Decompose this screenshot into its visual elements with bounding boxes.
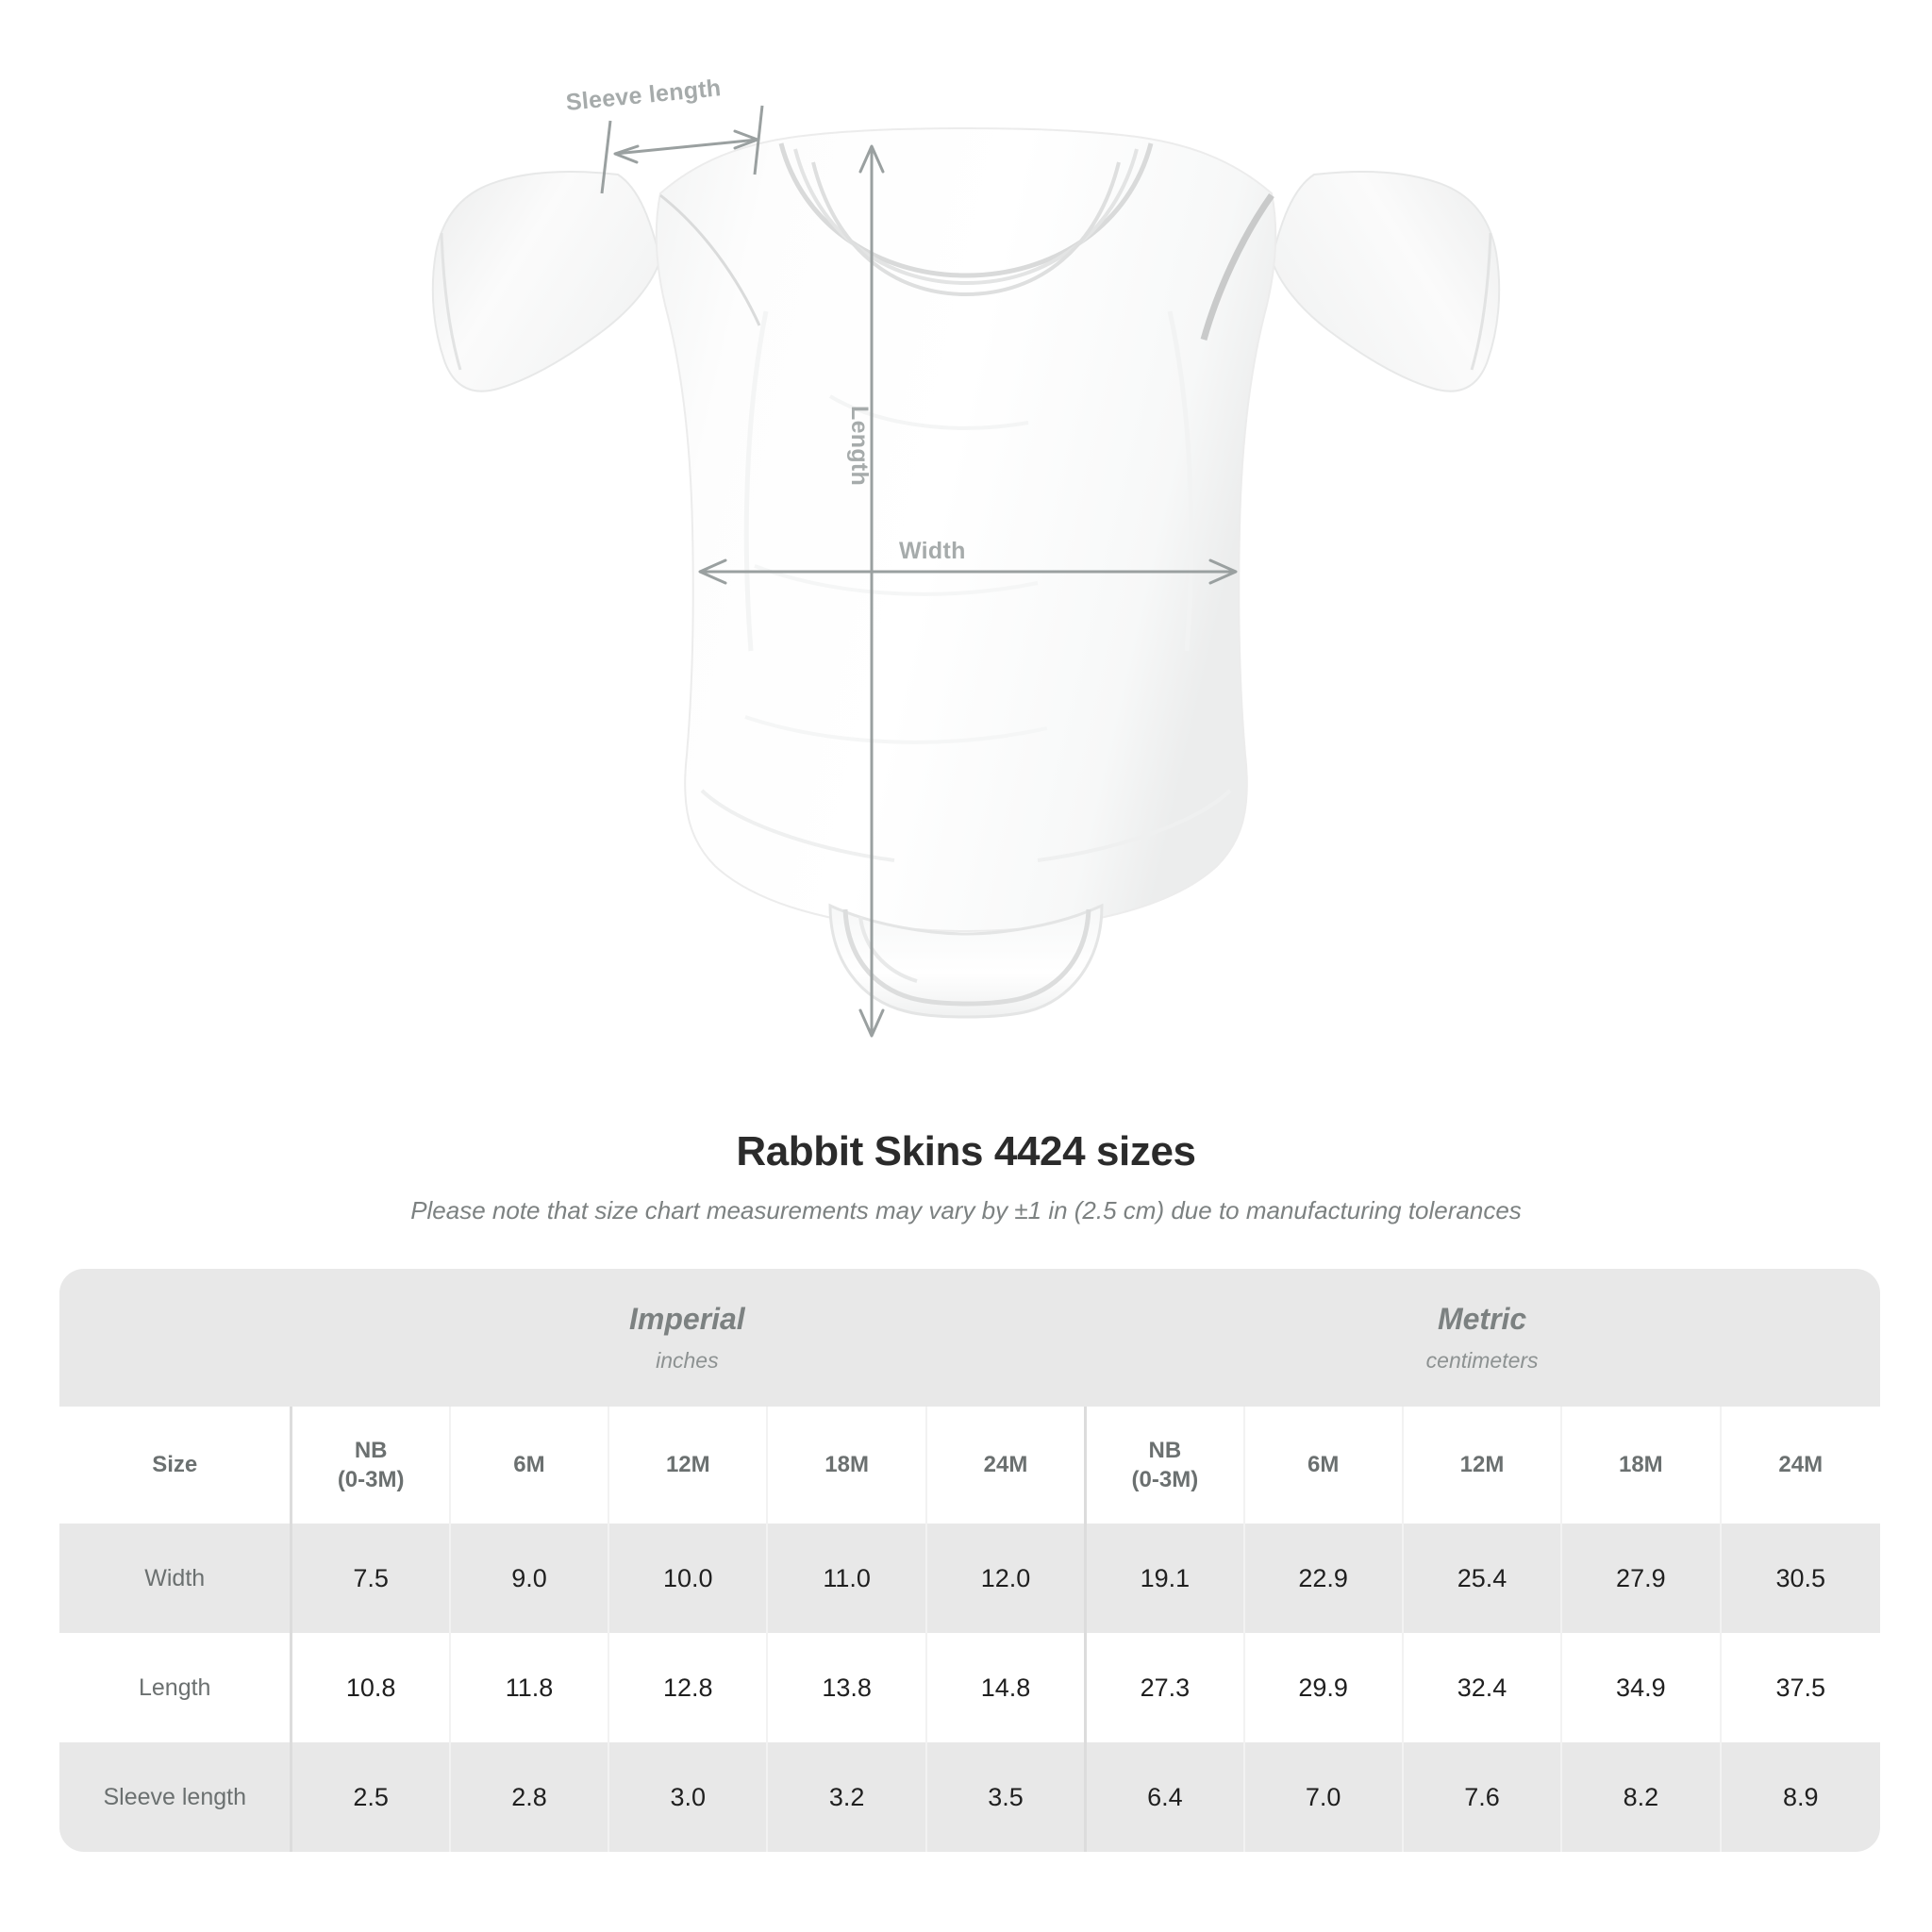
header-col-imperial-18m: 18M xyxy=(766,1407,925,1524)
cell-length-metric-24m: 37.5 xyxy=(1719,1633,1880,1742)
cell-sleeve-metric-24m: 8.9 xyxy=(1719,1742,1880,1852)
header-col-metric-24m: 24M xyxy=(1719,1407,1880,1524)
row-label-sleeve-length: Sleeve length xyxy=(59,1742,291,1852)
header-col-imperial-nb-line1: NB xyxy=(354,1437,388,1463)
header-col-imperial-nb-line2: (0-3M) xyxy=(337,1467,405,1492)
cell-sleeve-metric-nb: 6.4 xyxy=(1084,1742,1243,1852)
header-col-metric-12m: 12M xyxy=(1401,1407,1561,1524)
cell-width-metric-24m: 30.5 xyxy=(1719,1524,1880,1633)
cell-width-imperial-nb: 7.5 xyxy=(290,1524,449,1633)
row-label-length: Length xyxy=(59,1633,291,1742)
unit-row-spacer xyxy=(59,1269,291,1407)
cell-length-imperial-12m: 12.8 xyxy=(608,1633,767,1742)
header-size-label: Size xyxy=(59,1407,291,1524)
cell-width-imperial-24m: 12.0 xyxy=(924,1524,1085,1633)
header-col-metric-18m: 18M xyxy=(1560,1407,1720,1524)
unit-group-imperial-sub: inches xyxy=(656,1347,719,1373)
cell-sleeve-metric-12m: 7.6 xyxy=(1401,1742,1561,1852)
bodysuit-drawing xyxy=(431,105,1501,1038)
cell-sleeve-metric-18m: 8.2 xyxy=(1560,1742,1720,1852)
title-block: Rabbit Skins 4424 sizes Please note that… xyxy=(0,1128,1932,1225)
header-col-metric-nb: NB (0-3M) xyxy=(1084,1407,1243,1524)
header-col-metric-6m: 6M xyxy=(1242,1407,1402,1524)
header-col-metric-nb-line1: NB xyxy=(1148,1437,1182,1463)
page-title: Rabbit Skins 4424 sizes xyxy=(736,1128,1196,1174)
header-col-metric-nb-line2: (0-3M) xyxy=(1131,1467,1199,1492)
cell-sleeve-imperial-nb: 2.5 xyxy=(290,1742,449,1852)
unit-group-row: Imperial inches Metric centimeters xyxy=(59,1269,1880,1407)
unit-group-metric: Metric centimeters xyxy=(1084,1269,1880,1407)
cell-width-metric-18m: 27.9 xyxy=(1560,1524,1720,1633)
unit-group-metric-name: Metric xyxy=(1437,1302,1527,1337)
width-annotation-label: Width xyxy=(899,538,966,564)
header-col-imperial-6m: 6M xyxy=(448,1407,608,1524)
table-row: Length 10.8 11.8 12.8 13.8 14.8 27.3 29.… xyxy=(59,1633,1880,1742)
size-table: Imperial inches Metric centimeters Size … xyxy=(59,1269,1880,1852)
cell-sleeve-imperial-18m: 3.2 xyxy=(766,1742,925,1852)
cell-width-imperial-6m: 9.0 xyxy=(448,1524,608,1633)
tolerance-note: Please note that size chart measurements… xyxy=(410,1196,1522,1224)
cell-width-imperial-18m: 11.0 xyxy=(766,1524,925,1633)
header-col-imperial-nb: NB (0-3M) xyxy=(290,1407,449,1524)
table-row: Sleeve length 2.5 2.8 3.0 3.2 3.5 6.4 7.… xyxy=(59,1742,1880,1852)
cell-length-metric-12m: 32.4 xyxy=(1401,1633,1561,1742)
table-row: Width 7.5 9.0 10.0 11.0 12.0 19.1 22.9 2… xyxy=(59,1524,1880,1633)
cell-sleeve-imperial-24m: 3.5 xyxy=(924,1742,1085,1852)
cell-sleeve-imperial-6m: 2.8 xyxy=(448,1742,608,1852)
cell-sleeve-metric-6m: 7.0 xyxy=(1242,1742,1402,1852)
garment-illustration: Sleeve length Length Width xyxy=(431,75,1501,1038)
header-col-imperial-12m: 12M xyxy=(608,1407,767,1524)
unit-group-imperial: Imperial inches xyxy=(290,1269,1085,1407)
cell-length-imperial-18m: 13.8 xyxy=(766,1633,925,1742)
row-label-width: Width xyxy=(59,1524,291,1633)
dimension-lines xyxy=(600,105,1238,1038)
cell-sleeve-imperial-12m: 3.0 xyxy=(608,1742,767,1852)
cell-width-metric-12m: 25.4 xyxy=(1401,1524,1561,1633)
size-table-container: Imperial inches Metric centimeters Size … xyxy=(59,1269,1880,1852)
header-col-imperial-24m: 24M xyxy=(924,1407,1085,1524)
cell-length-imperial-24m: 14.8 xyxy=(924,1633,1085,1742)
cell-length-metric-18m: 34.9 xyxy=(1560,1633,1720,1742)
cell-width-imperial-12m: 10.0 xyxy=(608,1524,767,1633)
unit-group-imperial-name: Imperial xyxy=(628,1302,745,1337)
table-header-row: Size NB (0-3M) 6M 12M 18M 24M NB (0-3M) … xyxy=(59,1407,1880,1524)
length-annotation-label: Length xyxy=(846,406,873,487)
cell-length-metric-nb: 27.3 xyxy=(1084,1633,1243,1742)
cell-length-metric-6m: 29.9 xyxy=(1242,1633,1402,1742)
cell-width-metric-6m: 22.9 xyxy=(1242,1524,1402,1633)
cell-length-imperial-6m: 11.8 xyxy=(448,1633,608,1742)
unit-group-metric-sub: centimeters xyxy=(1425,1347,1539,1373)
cell-length-imperial-nb: 10.8 xyxy=(290,1633,449,1742)
cell-width-metric-nb: 19.1 xyxy=(1084,1524,1243,1633)
